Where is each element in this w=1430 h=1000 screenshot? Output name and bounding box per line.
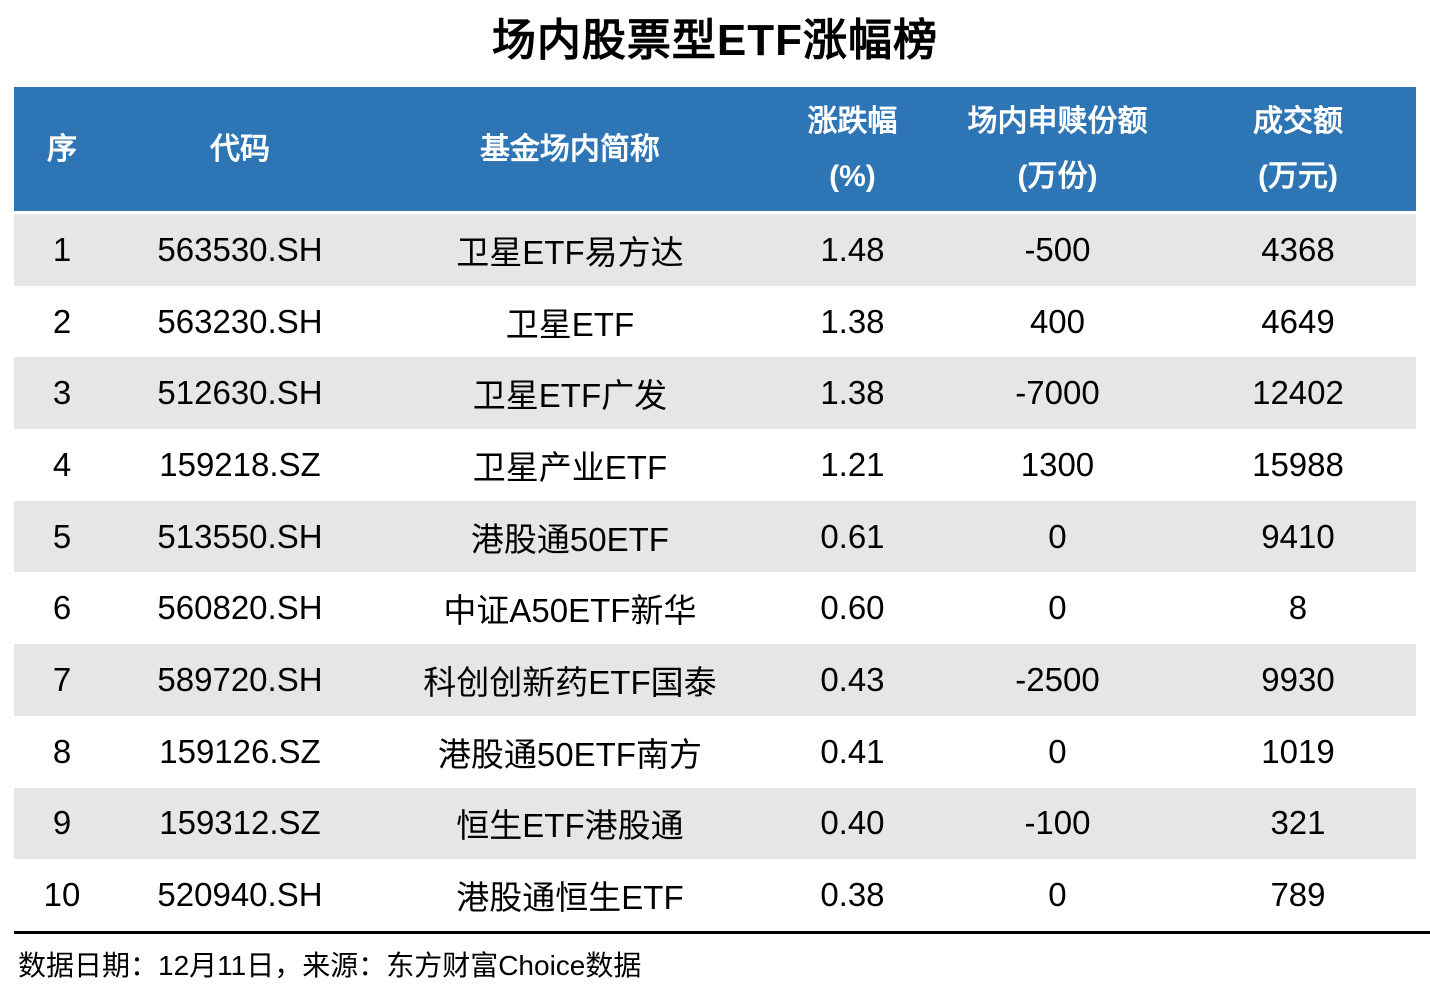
cell-flow: -100 xyxy=(1024,804,1091,842)
cell-flow: -7000 xyxy=(1015,374,1100,412)
cell-rank: 2 xyxy=(52,302,72,340)
cell-turnover: 789 xyxy=(1270,876,1326,914)
cell-turnover: 9410 xyxy=(1261,517,1335,555)
cell-turnover: 8 xyxy=(1288,589,1308,627)
cell-flow: 0 xyxy=(1048,589,1067,627)
table-row: 4 159218.SZ 卫星产业ETF 1.21 1300 15988 xyxy=(14,429,1416,501)
cell-code: 512630.SH xyxy=(157,374,323,412)
cell-name: 卫星产业ETF xyxy=(472,448,668,486)
table-row: 2 563230.SH 卫星ETF 1.38 400 4649 xyxy=(14,285,1416,358)
cell-code: 589720.SH xyxy=(157,660,323,698)
cell-turnover: 9930 xyxy=(1261,660,1335,698)
cell-flow: 0 xyxy=(1048,876,1067,914)
cell-rank: 10 xyxy=(43,876,81,914)
cell-change-pct: 0.40 xyxy=(820,804,885,842)
table-row: 6 560820.SH 中证A50ETF新华 0.60 0 8 xyxy=(14,572,1416,645)
table-row: 1 563530.SH 卫星ETF易方达 1.48 -500 4368 xyxy=(14,214,1416,286)
cell-name: 卫星ETF易方达 xyxy=(456,233,684,271)
cell-turnover: 321 xyxy=(1270,804,1326,842)
table-row: 9 159312.SZ 恒生ETF港股通 0.40 -100 321 xyxy=(14,787,1416,860)
cell-flow: 1300 xyxy=(1020,445,1095,483)
cell-name: 科创创新药ETF国泰 xyxy=(423,663,717,701)
cell-change-pct: 0.38 xyxy=(820,876,885,914)
col-header-flow-label: 场内申赎份额 xyxy=(967,105,1148,138)
table-row: 7 589720.SH 科创创新药ETF国泰 0.43 -2500 9930 xyxy=(14,644,1416,716)
cell-name: 恒生ETF港股通 xyxy=(456,807,684,845)
cell-turnover: 4368 xyxy=(1261,230,1335,268)
cell-change-pct: 0.43 xyxy=(820,660,885,698)
cell-name: 卫星ETF xyxy=(505,305,635,343)
cell-flow: -500 xyxy=(1024,230,1091,268)
cell-code: 513550.SH xyxy=(157,517,323,555)
cell-name: 港股通50ETF xyxy=(470,520,669,558)
cell-change-pct: 1.21 xyxy=(820,445,885,483)
cell-rank: 5 xyxy=(52,517,72,555)
cell-flow: -2500 xyxy=(1015,660,1100,698)
col-header-turnover-label: 成交额 xyxy=(1252,105,1343,138)
table-row: 5 513550.SH 港股通50ETF 0.61 0 9410 xyxy=(14,500,1416,573)
cell-flow: 0 xyxy=(1048,732,1067,770)
cell-change-pct: 0.60 xyxy=(820,589,885,627)
col-header-name-label: 基金场内简称 xyxy=(479,132,660,166)
col-header-change-pct-unit: (%) xyxy=(829,160,876,193)
table-row: 10 520940.SH 港股通恒生ETF 0.38 0 789 xyxy=(14,859,1416,931)
cell-change-pct: 1.48 xyxy=(820,230,885,268)
etf-table: 序 代码 基金场内简称 涨跌幅 (%) 场内申赎份额 (万份) 成交额 (万元 xyxy=(14,87,1416,931)
cell-turnover: 15988 xyxy=(1252,445,1344,483)
cell-code: 159218.SZ xyxy=(159,445,321,483)
cell-turnover: 12402 xyxy=(1252,374,1344,412)
footer-divider xyxy=(14,930,1430,934)
cell-name: 卫星ETF广发 xyxy=(472,377,668,415)
data-source-note: 数据日期：12月11日，来源：东方财富Choice数据 xyxy=(18,949,642,981)
col-header-flow: 场内申赎份额 (万份) xyxy=(935,87,1180,211)
cell-flow: 400 xyxy=(1029,302,1085,340)
cell-change-pct: 0.61 xyxy=(820,517,885,555)
cell-turnover: 1019 xyxy=(1261,732,1335,770)
cell-rank: 3 xyxy=(52,374,72,412)
table-row: 8 159126.SZ 港股通50ETF南方 0.41 0 1019 xyxy=(14,715,1416,788)
cell-rank: 8 xyxy=(52,732,72,770)
cell-rank: 1 xyxy=(52,230,72,268)
cell-code: 159312.SZ xyxy=(159,804,321,842)
cell-code: 159126.SZ xyxy=(159,732,321,770)
col-header-change-pct-label: 涨跌幅 xyxy=(807,105,898,138)
table-body: 1 563530.SH 卫星ETF易方达 1.48 -500 4368 2 56… xyxy=(14,214,1416,931)
cell-code: 563230.SH xyxy=(157,302,323,340)
col-header-change-pct: 涨跌幅 (%) xyxy=(770,87,935,211)
cell-name: 中证A50ETF新华 xyxy=(443,592,697,630)
cell-rank: 7 xyxy=(52,660,72,698)
col-header-rank: 序 xyxy=(14,87,110,211)
cell-change-pct: 1.38 xyxy=(820,374,885,412)
cell-flow: 0 xyxy=(1048,517,1067,555)
col-header-turnover-unit: (万元) xyxy=(1257,160,1338,193)
col-header-rank-label: 序 xyxy=(47,132,78,166)
page-title: 场内股票型ETF涨幅榜 xyxy=(491,16,939,65)
cell-code: 520940.SH xyxy=(157,876,323,914)
cell-change-pct: 0.41 xyxy=(820,732,885,770)
table-row: 3 512630.SH 卫星ETF广发 1.38 -7000 12402 xyxy=(14,357,1416,430)
cell-name: 港股通恒生ETF xyxy=(456,879,684,917)
cell-rank: 4 xyxy=(52,445,72,483)
cell-change-pct: 1.38 xyxy=(820,302,885,340)
table-header-row: 序 代码 基金场内简称 涨跌幅 (%) 场内申赎份额 (万份) 成交额 (万元 xyxy=(14,87,1416,214)
col-header-name: 基金场内简称 xyxy=(370,87,770,211)
col-header-turnover: 成交额 (万元) xyxy=(1180,87,1416,211)
col-header-code: 代码 xyxy=(110,87,370,211)
cell-code: 563530.SH xyxy=(157,230,323,268)
col-header-code-label: 代码 xyxy=(209,132,270,166)
cell-name: 港股通50ETF南方 xyxy=(437,735,702,773)
col-header-flow-unit: (万份) xyxy=(1017,160,1098,193)
cell-rank: 6 xyxy=(52,589,72,627)
cell-turnover: 4649 xyxy=(1261,302,1335,340)
cell-code: 560820.SH xyxy=(157,589,323,627)
cell-rank: 9 xyxy=(52,804,72,842)
